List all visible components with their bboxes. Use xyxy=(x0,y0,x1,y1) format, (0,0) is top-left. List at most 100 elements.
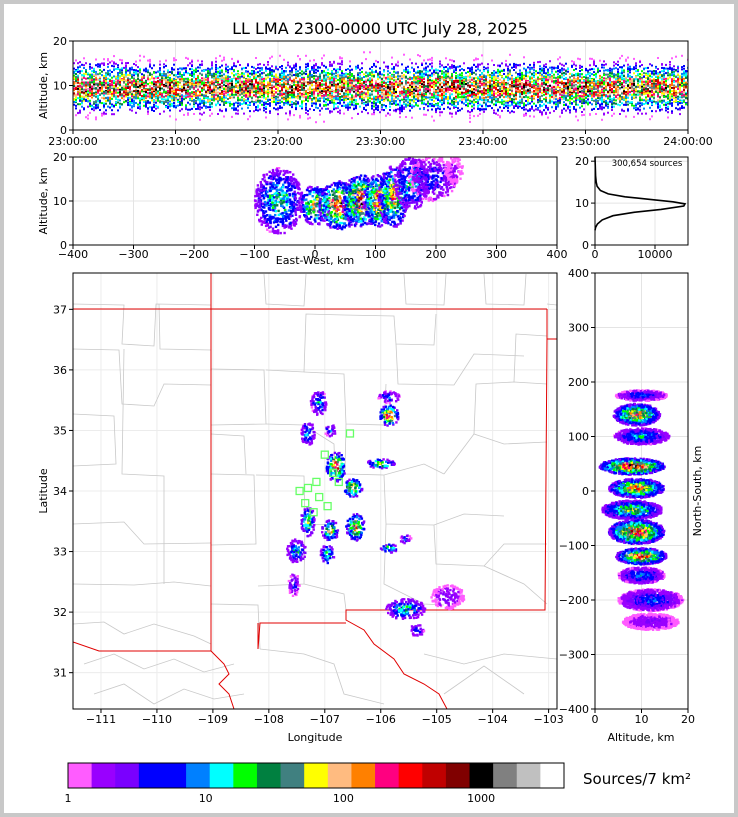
density-point xyxy=(297,84,299,87)
density-point xyxy=(427,88,429,91)
density-point xyxy=(409,87,411,90)
density-point xyxy=(321,62,323,65)
density-point xyxy=(217,67,219,70)
density-point xyxy=(163,73,165,76)
density-point xyxy=(123,92,125,95)
density-point xyxy=(163,101,165,104)
density-point xyxy=(145,105,147,108)
density-point xyxy=(335,74,337,77)
density-point xyxy=(337,95,339,98)
density-point xyxy=(315,82,317,85)
density-point xyxy=(95,83,97,86)
density-point xyxy=(143,104,145,107)
density-point xyxy=(79,110,81,112)
density-point xyxy=(139,54,141,57)
density-point xyxy=(131,67,133,70)
density-point xyxy=(185,106,187,108)
density-point xyxy=(355,77,357,80)
density-point xyxy=(199,92,201,95)
density-point xyxy=(325,88,327,91)
density-point xyxy=(177,85,179,88)
density-point xyxy=(397,84,399,87)
density-point xyxy=(325,107,327,110)
density-point xyxy=(223,56,225,59)
density-point xyxy=(429,102,431,105)
density-point xyxy=(81,88,83,91)
density-point xyxy=(379,71,381,74)
density-point xyxy=(173,99,175,102)
density-point xyxy=(431,56,433,59)
density-point xyxy=(193,113,195,115)
density-point xyxy=(291,89,293,92)
density-point xyxy=(399,77,401,80)
density-point xyxy=(423,92,425,95)
density-point xyxy=(449,112,451,115)
density-point xyxy=(453,81,455,84)
density-point xyxy=(399,116,401,119)
density-point xyxy=(319,74,321,77)
density-point xyxy=(317,87,319,90)
density-point xyxy=(297,70,299,73)
density-point xyxy=(127,83,129,86)
density-point xyxy=(91,80,93,83)
density-point xyxy=(233,93,235,96)
density-point xyxy=(143,74,145,77)
density-point xyxy=(439,94,441,97)
density-point xyxy=(85,92,87,95)
density-point xyxy=(205,75,207,78)
density-point xyxy=(415,103,417,106)
density-point xyxy=(317,66,319,69)
density-point xyxy=(227,76,229,78)
density-point xyxy=(73,71,75,74)
density-point xyxy=(121,78,123,81)
density-point xyxy=(271,88,273,91)
density-point xyxy=(209,69,211,72)
density-point xyxy=(373,109,375,112)
density-point xyxy=(159,93,161,96)
density-point xyxy=(411,84,413,87)
density-point xyxy=(299,58,301,61)
density-point xyxy=(453,100,455,103)
density-point xyxy=(97,103,99,106)
density-point xyxy=(199,94,201,97)
density-point xyxy=(335,88,337,91)
density-point xyxy=(385,78,387,81)
density-point xyxy=(229,89,231,92)
density-point xyxy=(171,80,173,82)
density-point xyxy=(249,85,251,88)
density-point xyxy=(237,90,239,93)
density-point xyxy=(441,94,443,97)
density-point xyxy=(399,99,401,102)
density-point xyxy=(273,77,275,80)
density-point xyxy=(239,73,241,76)
density-point xyxy=(251,80,253,83)
density-point xyxy=(191,99,193,102)
density-point xyxy=(227,80,229,82)
density-point xyxy=(133,80,135,83)
density-point xyxy=(111,60,113,63)
density-point xyxy=(329,79,331,82)
density-point xyxy=(145,91,147,93)
density-point xyxy=(391,87,393,90)
density-point xyxy=(273,70,275,73)
density-point xyxy=(283,78,285,81)
density-point xyxy=(269,98,271,101)
density-point xyxy=(395,108,397,111)
density-point xyxy=(293,74,295,76)
density-point xyxy=(227,85,229,88)
density-point xyxy=(391,96,393,99)
density-point xyxy=(289,91,291,94)
density-point xyxy=(285,89,287,92)
density-point xyxy=(261,68,263,71)
density-point xyxy=(455,72,457,75)
density-point xyxy=(383,81,385,84)
density-point xyxy=(85,99,87,102)
density-point xyxy=(243,88,245,90)
density-point xyxy=(211,112,213,115)
density-point xyxy=(193,100,195,103)
density-point xyxy=(117,95,119,98)
density-point xyxy=(367,94,369,97)
density-point xyxy=(431,59,433,62)
density-point xyxy=(389,77,391,80)
density-point xyxy=(313,64,315,67)
